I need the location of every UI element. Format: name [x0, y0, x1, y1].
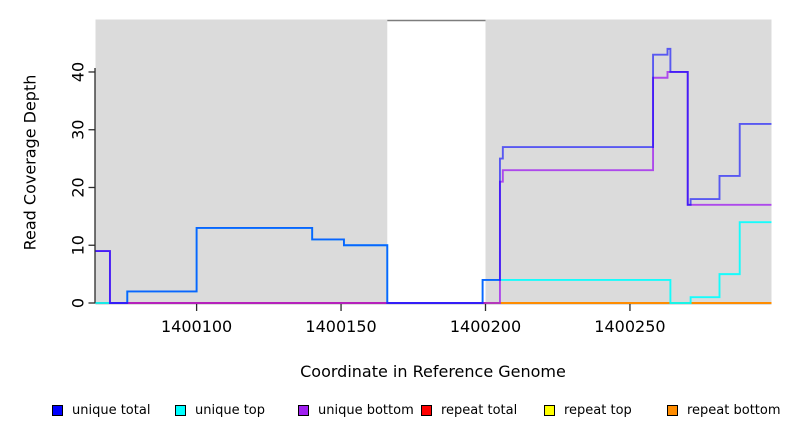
shaded-region-0 [95, 19, 388, 304]
legend-item-unique-total: unique total [52, 403, 175, 418]
y-axis-label: Read Coverage Depth [10, 0, 50, 324]
repeat-total-swatch [421, 404, 432, 416]
repeat-bottom-swatch [667, 404, 678, 416]
unique-total-swatch [52, 404, 63, 416]
y-axis-label-text: Read Coverage Depth [20, 74, 40, 250]
y-tick-label-20: 20 [69, 177, 88, 197]
repeat-top-swatch [544, 404, 555, 416]
x-axis-label: Coordinate in Reference Genome [300, 362, 566, 381]
repeat-bottom-label: repeat bottom [687, 402, 781, 418]
x-tick-label-1400250: 1400250 [594, 317, 665, 336]
series-line-unique-total [95, 47, 772, 304]
y-tick-label-30: 30 [69, 120, 88, 140]
repeat-top-label: repeat top [564, 402, 632, 418]
unique-bottom-label: unique bottom [318, 402, 414, 418]
legend-item-repeat-bottom: repeat bottom [667, 403, 790, 418]
y-tick-label-10: 10 [69, 235, 88, 255]
chart-legend: unique total unique top unique bottom repea… [52, 398, 792, 422]
shaded-region-1 [485, 19, 772, 304]
unique-total-label: unique total [72, 402, 151, 418]
legend-item-repeat-top: repeat top [544, 403, 667, 418]
legend-item-unique-top: unique top [175, 403, 298, 418]
x-tick-label-1400100: 1400100 [161, 317, 232, 336]
y-tick-label-0: 0 [69, 298, 88, 308]
unique-top-swatch [175, 404, 186, 416]
unique-top-label: unique top [195, 402, 266, 418]
legend-item-unique-bottom: unique bottom [298, 403, 421, 418]
legend-item-repeat-total: repeat total [421, 403, 544, 418]
unique-bottom-swatch [298, 404, 309, 416]
x-tick-label-1400150: 1400150 [305, 317, 376, 336]
repeat-total-label: repeat total [441, 402, 518, 418]
y-tick-label-40: 40 [69, 62, 88, 82]
x-tick-label-1400200: 1400200 [450, 317, 521, 336]
